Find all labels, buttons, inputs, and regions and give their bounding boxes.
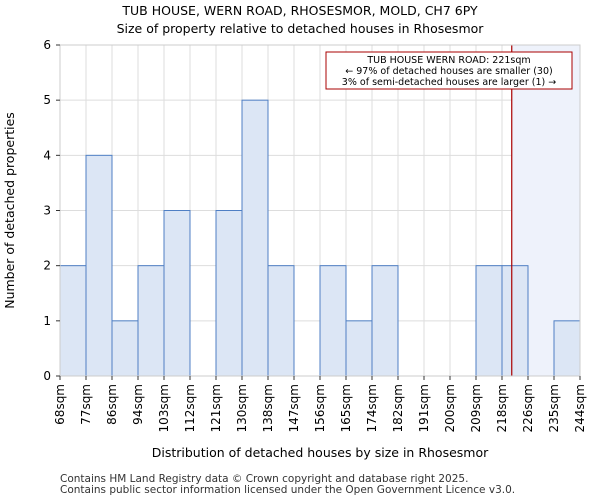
x-tick-label: 86sqm <box>105 384 119 425</box>
bar-138sqm <box>267 265 295 377</box>
x-tick-label: 94sqm <box>131 384 145 425</box>
x-ticks-layer: 68sqm 77sqm 86sqm 94sqm 103sqm 112sqm 121sqm 13… <box>53 376 587 432</box>
annotation-line-1: TUB HOUSE WERN ROAD: 221sqm <box>366 55 530 66</box>
annotation-frame <box>325 51 573 90</box>
x-tick-label: 218sqm <box>495 384 509 432</box>
annotation-line-2: ← 97% of detached houses are smaller (30… <box>345 66 552 77</box>
bar-86sqm <box>111 320 139 377</box>
y-tick-label: 4 <box>43 148 51 162</box>
x-tick-label: 182sqm <box>391 384 405 432</box>
footer-licence: Contains public sector information licen… <box>60 484 516 496</box>
histogram-chart: 0 1 2 3 4 5 6 68sqm 77sqm 86sqm 94sqm 103sqm 112sqm… <box>2 38 587 460</box>
bar-68sqm <box>59 265 87 377</box>
x-tick-label: 244sqm <box>573 384 587 432</box>
bar-121sqm <box>215 210 243 377</box>
annotation-box: TUB HOUSE WERN ROAD: 221sqm ← 97% of det… <box>325 51 573 90</box>
x-tick-label: 130sqm <box>235 384 249 432</box>
x-tick-label: 103sqm <box>157 384 171 432</box>
bar-94sqm <box>137 265 165 377</box>
x-tick-label: 209sqm <box>469 384 483 432</box>
bar-77sqm <box>85 154 113 377</box>
x-tick-label: 68sqm <box>53 384 67 425</box>
x-tick-label: 165sqm <box>339 384 353 432</box>
x-tick-label: 226sqm <box>521 384 535 432</box>
bar-235sqm <box>553 320 581 377</box>
y-axis-label: Number of detached properties <box>2 112 17 309</box>
bar-130sqm <box>241 99 269 377</box>
x-tick-label: 174sqm <box>365 384 379 432</box>
bar-218sqm <box>501 265 529 377</box>
footer-copyright: Contains HM Land Registry data © Crown c… <box>60 473 469 485</box>
x-axis-label: Distribution of detached houses by size … <box>152 445 489 460</box>
bar-103sqm <box>163 210 191 377</box>
x-tick-label: 138sqm <box>261 384 275 432</box>
bar-209sqm <box>475 265 503 377</box>
chart-subtitle: Size of property relative to detached ho… <box>116 21 484 36</box>
chart-title: TUB HOUSE, WERN ROAD, RHOSESMOR, MOLD, C… <box>122 3 478 18</box>
bar-174sqm <box>371 265 399 377</box>
x-tick-label: 235sqm <box>547 384 561 432</box>
y-tick-label: 0 <box>43 369 51 383</box>
x-tick-label: 191sqm <box>417 384 431 432</box>
x-tick-label: 112sqm <box>183 384 197 432</box>
bar-156sqm <box>319 265 347 377</box>
y-tick-label: 2 <box>43 259 51 273</box>
x-tick-label: 147sqm <box>287 384 301 432</box>
x-tick-label: 156sqm <box>313 384 327 432</box>
x-tick-label: 121sqm <box>209 384 223 432</box>
annotation-line-3: 3% of semi-detached houses are larger (1… <box>342 77 556 88</box>
y-ticks-layer: 0 1 2 3 4 5 6 <box>43 38 60 383</box>
bars-layer <box>59 99 581 377</box>
y-tick-label: 5 <box>43 93 51 107</box>
y-tick-label: 6 <box>43 38 51 52</box>
y-tick-label: 3 <box>43 204 51 218</box>
y-tick-label: 1 <box>43 314 51 328</box>
x-tick-label: 200sqm <box>443 384 457 432</box>
x-tick-label: 77sqm <box>79 384 93 425</box>
bar-165sqm <box>345 320 373 377</box>
